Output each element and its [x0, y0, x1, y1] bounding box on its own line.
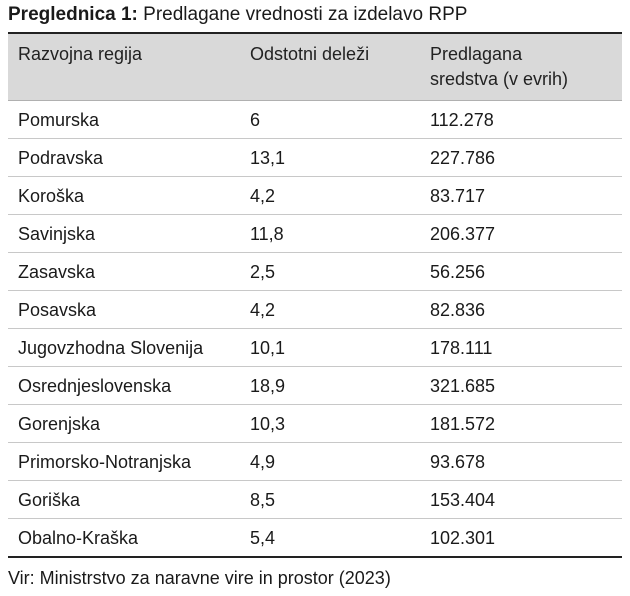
cell-funds: 102.301: [430, 528, 496, 548]
cell-share: 8,5: [250, 490, 276, 510]
header-region: Razvojna regija: [18, 44, 143, 64]
table-row: Savinjska 11,8 206.377: [8, 215, 622, 253]
header-funds-line1: Predlagana: [430, 44, 523, 64]
cell-region: Primorsko-Notranjska: [18, 452, 192, 472]
caption-text: Predlagane vrednosti za izdelavo RPP: [143, 4, 468, 25]
cell-share: 5,4: [250, 528, 276, 548]
cell-funds: 153.404: [430, 490, 496, 510]
table-caption: Preglednica 1: Predlagane vrednosti za i…: [8, 3, 467, 27]
regions-table: Razvojna regija Odstotni deleži Predlaga…: [8, 32, 622, 558]
cell-region: Osrednjeslovenska: [18, 376, 172, 396]
cell-share: 2,5: [250, 262, 276, 282]
header-funds-line2: sredstva (v evrih): [430, 69, 569, 89]
table-row: Zasavska 2,5 56.256: [8, 253, 622, 291]
cell-funds: 83.717: [430, 186, 486, 206]
header-share: Odstotni deleži: [250, 44, 370, 64]
table-row: Jugovzhodna Slovenija 10,1 178.111: [8, 329, 622, 367]
cell-region: Podravska: [18, 148, 104, 168]
cell-funds: 181.572: [430, 414, 496, 434]
cell-funds: 56.256: [430, 262, 486, 282]
table-row: Goriška 8,5 153.404: [8, 481, 622, 519]
cell-funds: 112.278: [430, 110, 494, 130]
cell-region: Goriška: [18, 490, 81, 510]
table-header: Razvojna regija Odstotni deleži Predlaga…: [8, 34, 622, 101]
source-note: Vir: Ministrstvo za naravne vire in pros…: [8, 568, 391, 588]
cell-share: 10,1: [250, 338, 286, 358]
caption-label: Preglednica 1:: [8, 4, 138, 25]
table-row: Obalno-Kraška 5,4 102.301: [8, 519, 622, 556]
cell-funds: 227.786: [430, 148, 496, 168]
cell-region: Posavska: [18, 300, 97, 320]
cell-share: 11,8: [250, 224, 284, 244]
cell-region: Obalno-Kraška: [18, 528, 139, 548]
table-row: Pomurska 6 112.278: [8, 101, 622, 139]
cell-region: Jugovzhodna Slovenija: [18, 338, 204, 358]
cell-share: 4,2: [250, 300, 276, 320]
cell-share: 4,2: [250, 186, 276, 206]
table-row: Podravska 13,1 227.786: [8, 139, 622, 177]
cell-funds: 82.836: [430, 300, 486, 320]
cell-region: Zasavska: [18, 262, 96, 282]
table-row: Primorsko-Notranjska 4,9 93.678: [8, 443, 622, 481]
cell-funds: 178.111: [430, 338, 493, 358]
cell-share: 6: [250, 110, 261, 130]
header-funds: Predlagana sredstva (v evrih): [430, 42, 568, 92]
cell-share: 13,1: [250, 148, 286, 168]
table-row: Gorenjska 10,3 181.572: [8, 405, 622, 443]
cell-funds: 206.377: [430, 224, 496, 244]
cell-region: Koroška: [18, 186, 85, 206]
cell-share: 4,9: [250, 452, 276, 472]
table-row: Posavska 4,2 82.836: [8, 291, 622, 329]
cell-share: 18,9: [250, 376, 286, 396]
table-row: Koroška 4,2 83.717: [8, 177, 622, 215]
cell-region: Savinjska: [18, 224, 96, 244]
table-row: Osrednjeslovenska 18,9 321.685: [8, 367, 622, 405]
cell-region: Gorenjska: [18, 414, 101, 434]
table-body: Pomurska 6 112.278 Podravska 13,1 227.786 Koro…: [8, 101, 622, 556]
cell-funds: 93.678: [430, 452, 486, 472]
cell-funds: 321.685: [430, 376, 496, 396]
cell-region: Pomurska: [18, 110, 100, 130]
cell-share: 10,3: [250, 414, 286, 434]
